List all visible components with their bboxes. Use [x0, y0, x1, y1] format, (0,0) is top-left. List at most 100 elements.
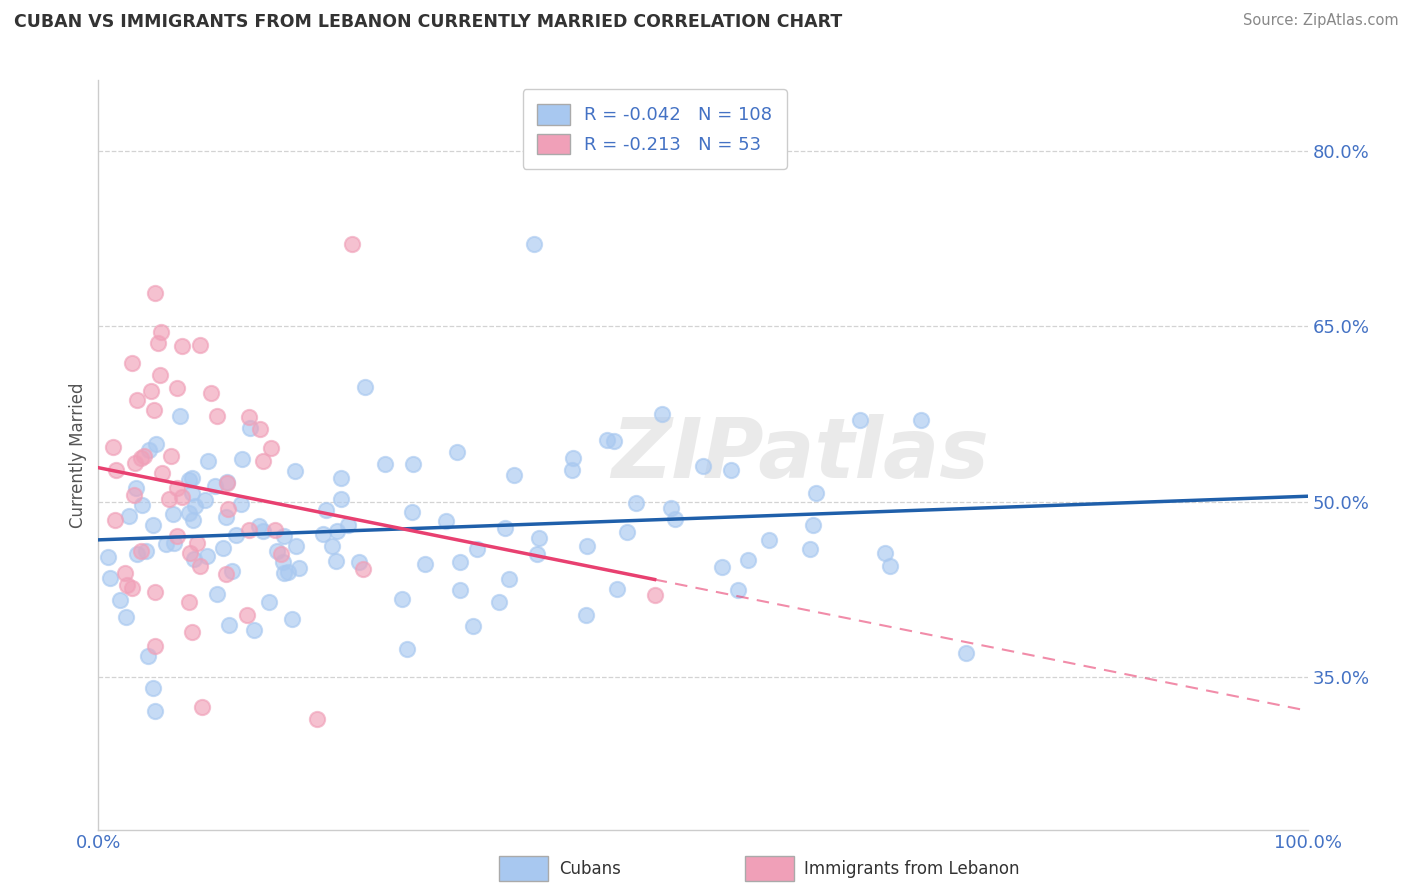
Point — [183, 500, 205, 514]
Point — [188, 559, 211, 574]
Point — [183, 551, 205, 566]
Point — [273, 529, 295, 543]
Point — [217, 501, 239, 516]
Point — [284, 539, 307, 553]
Point — [238, 410, 260, 425]
Point — [352, 562, 374, 576]
Point — [197, 454, 219, 468]
Point — [205, 409, 228, 424]
Point — [186, 536, 208, 550]
Point — [561, 450, 583, 465]
Point — [257, 595, 280, 609]
Point — [616, 525, 638, 540]
Point — [526, 547, 548, 561]
Point — [287, 561, 309, 575]
Point — [347, 555, 370, 569]
Point — [273, 566, 295, 580]
Point — [873, 546, 896, 560]
Point — [271, 555, 294, 569]
Point — [215, 566, 238, 581]
Point — [122, 488, 145, 502]
Point — [413, 558, 436, 572]
Point — [801, 518, 824, 533]
Point — [280, 612, 302, 626]
Text: ZIPatlas: ZIPatlas — [610, 415, 988, 495]
Point — [149, 325, 172, 339]
Point — [354, 380, 377, 394]
Text: CUBAN VS IMMIGRANTS FROM LEBANON CURRENTLY MARRIED CORRELATION CHART: CUBAN VS IMMIGRANTS FROM LEBANON CURRENT… — [14, 13, 842, 31]
Point — [502, 468, 524, 483]
Point — [125, 392, 148, 407]
Point — [711, 560, 734, 574]
Point — [98, 571, 121, 585]
Point — [260, 441, 283, 455]
Point — [799, 542, 821, 557]
Point — [121, 581, 143, 595]
Point — [114, 566, 136, 580]
Point — [181, 513, 204, 527]
Point — [879, 558, 901, 573]
Point — [143, 639, 166, 653]
Point — [465, 542, 488, 557]
Point — [193, 493, 215, 508]
Point — [243, 623, 266, 637]
Point — [162, 507, 184, 521]
Point — [149, 368, 172, 382]
Point — [218, 618, 240, 632]
Point — [166, 529, 188, 543]
Point — [172, 491, 194, 505]
Point — [446, 445, 468, 459]
Text: Immigrants from Lebanon: Immigrants from Lebanon — [804, 860, 1019, 878]
Y-axis label: Currently Married: Currently Married — [69, 382, 87, 528]
Point — [191, 699, 214, 714]
Point — [225, 527, 247, 541]
Point — [217, 475, 239, 490]
Point — [229, 497, 252, 511]
Point — [169, 409, 191, 423]
Point — [205, 587, 228, 601]
Point — [136, 648, 159, 663]
Point — [247, 519, 270, 533]
Point — [142, 518, 165, 533]
Point — [596, 433, 619, 447]
Point — [166, 481, 188, 495]
Point — [179, 506, 201, 520]
Point — [160, 449, 183, 463]
Point — [239, 421, 262, 435]
Point — [330, 491, 353, 506]
Point — [129, 451, 152, 466]
Point — [849, 413, 872, 427]
Point — [720, 463, 742, 477]
Point — [664, 512, 686, 526]
Point — [575, 608, 598, 623]
Point — [527, 531, 550, 545]
Point — [157, 492, 180, 507]
Point — [311, 526, 333, 541]
Point — [108, 593, 131, 607]
Point — [166, 381, 188, 395]
Point — [498, 572, 520, 586]
Point — [305, 712, 328, 726]
Point — [626, 496, 648, 510]
Point — [402, 457, 425, 471]
Point — [181, 486, 204, 500]
Point — [315, 503, 337, 517]
Point — [737, 553, 759, 567]
Point — [117, 578, 139, 592]
Point — [163, 535, 186, 549]
Point — [217, 476, 239, 491]
Point — [523, 237, 546, 252]
Point — [910, 413, 932, 427]
Point — [146, 335, 169, 350]
Point — [449, 582, 471, 597]
Point — [104, 513, 127, 527]
Point — [135, 543, 157, 558]
Point — [252, 524, 274, 538]
Point — [461, 618, 484, 632]
Point — [575, 539, 598, 553]
Point — [181, 471, 204, 485]
Point — [188, 338, 211, 352]
Point — [170, 339, 193, 353]
Point — [644, 589, 666, 603]
Point — [651, 407, 673, 421]
